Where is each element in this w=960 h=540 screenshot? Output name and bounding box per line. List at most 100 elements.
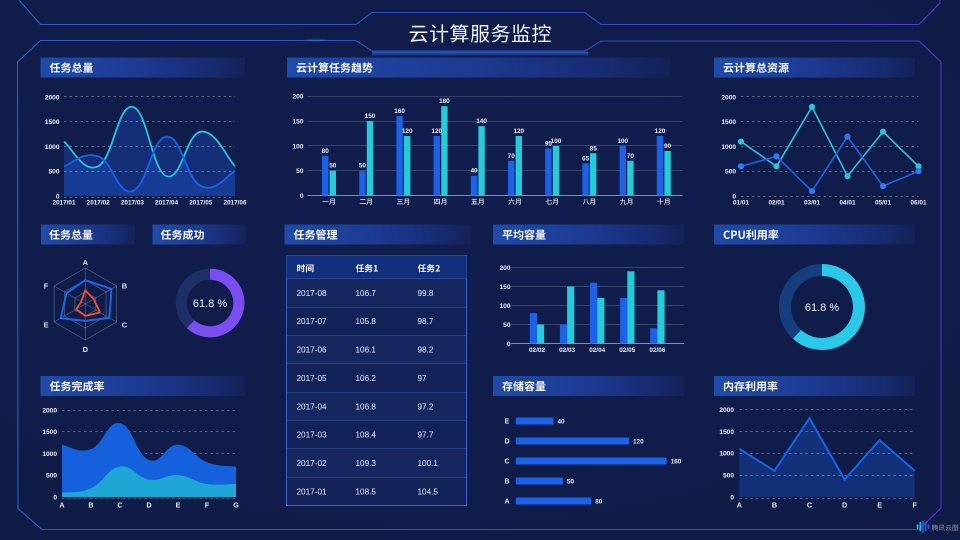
- svg-text:1500: 1500: [42, 429, 57, 436]
- svg-text:106.1: 106.1: [356, 346, 377, 355]
- svg-text:160: 160: [394, 108, 405, 115]
- svg-text:1500: 1500: [719, 429, 734, 436]
- svg-text:85: 85: [590, 145, 598, 152]
- svg-text:106.7: 106.7: [356, 289, 377, 298]
- svg-text:1500: 1500: [721, 119, 736, 126]
- svg-text:A: A: [59, 501, 64, 510]
- svg-text:F: F: [913, 501, 918, 510]
- svg-text:0: 0: [300, 193, 304, 200]
- svg-text:500: 500: [46, 473, 57, 480]
- svg-text:50: 50: [329, 163, 337, 170]
- svg-text:02/04: 02/04: [589, 347, 605, 354]
- svg-text:50: 50: [503, 322, 511, 329]
- svg-text:03/01: 03/01: [804, 199, 820, 206]
- svg-text:D: D: [504, 439, 509, 446]
- svg-text:500: 500: [723, 473, 734, 480]
- svg-text:A: A: [83, 258, 89, 267]
- svg-text:1500: 1500: [45, 119, 60, 126]
- svg-text:2017-08: 2017-08: [297, 289, 327, 298]
- svg-text:2017-01: 2017-01: [297, 487, 327, 496]
- svg-text:2017-04: 2017-04: [297, 402, 327, 411]
- svg-text:02/03: 02/03: [559, 347, 575, 354]
- svg-text:G: G: [233, 501, 239, 510]
- svg-text:100: 100: [551, 138, 562, 145]
- svg-text:108.4: 108.4: [356, 431, 377, 440]
- svg-text:F: F: [205, 501, 210, 510]
- svg-text:90: 90: [664, 143, 672, 150]
- svg-text:D: D: [146, 501, 151, 510]
- svg-text:0: 0: [507, 341, 511, 348]
- svg-text:2000: 2000: [721, 94, 736, 101]
- svg-text:61.8 %: 61.8 %: [805, 302, 839, 314]
- svg-text:105.8: 105.8: [356, 317, 377, 326]
- svg-text:97: 97: [418, 374, 428, 383]
- svg-text:70: 70: [627, 153, 635, 160]
- svg-text:2017/06: 2017/06: [223, 199, 247, 206]
- svg-text:98.2: 98.2: [418, 346, 434, 355]
- svg-text:2017-07: 2017-07: [297, 317, 327, 326]
- svg-text:106.2: 106.2: [356, 374, 377, 383]
- svg-text:04/01: 04/01: [840, 199, 856, 206]
- svg-text:70: 70: [508, 153, 516, 160]
- svg-text:2000: 2000: [42, 407, 57, 414]
- svg-text:A: A: [737, 501, 742, 510]
- svg-text:A: A: [504, 499, 509, 506]
- svg-text:2000: 2000: [719, 407, 734, 414]
- svg-text:200: 200: [499, 265, 510, 272]
- svg-text:1000: 1000: [45, 144, 60, 151]
- svg-text:E: E: [44, 321, 49, 330]
- svg-text:1000: 1000: [721, 144, 736, 151]
- svg-text:2017/05: 2017/05: [189, 199, 213, 206]
- svg-text:E: E: [877, 501, 882, 510]
- svg-text:100: 100: [617, 138, 628, 145]
- svg-text:D: D: [83, 345, 89, 354]
- svg-text:61.8 %: 61.8 %: [193, 298, 227, 310]
- svg-text:120: 120: [633, 438, 644, 445]
- svg-text:2000: 2000: [45, 94, 60, 101]
- svg-text:40: 40: [470, 168, 478, 175]
- svg-text:0: 0: [732, 193, 736, 200]
- svg-text:80: 80: [322, 148, 330, 155]
- svg-text:65: 65: [582, 155, 590, 162]
- svg-text:180: 180: [439, 98, 450, 105]
- svg-text:D: D: [842, 501, 847, 510]
- svg-text:500: 500: [725, 169, 736, 176]
- svg-text:06/01: 06/01: [911, 199, 927, 206]
- svg-text:C: C: [122, 321, 128, 330]
- svg-text:2017/03: 2017/03: [121, 199, 145, 206]
- svg-text:500: 500: [48, 169, 59, 176]
- svg-text:97.2: 97.2: [418, 402, 434, 411]
- svg-text:100: 100: [499, 303, 510, 310]
- svg-text:120: 120: [655, 128, 666, 135]
- svg-text:B: B: [504, 479, 509, 486]
- svg-text:0: 0: [56, 193, 60, 200]
- svg-text:50: 50: [296, 168, 304, 175]
- svg-text:2017-02: 2017-02: [297, 459, 327, 468]
- svg-text:80: 80: [595, 498, 603, 505]
- svg-text:150: 150: [365, 113, 376, 120]
- svg-text:97.7: 97.7: [418, 431, 434, 440]
- svg-text:106.8: 106.8: [356, 402, 377, 411]
- svg-text:160: 160: [671, 458, 682, 465]
- svg-text:B: B: [122, 282, 128, 291]
- svg-text:2017-03: 2017-03: [297, 431, 327, 440]
- svg-text:E: E: [176, 501, 181, 510]
- svg-text:99.8: 99.8: [418, 289, 434, 298]
- svg-text:C: C: [504, 459, 509, 466]
- svg-text:02/06: 02/06: [649, 347, 665, 354]
- svg-text:05/01: 05/01: [875, 199, 891, 206]
- svg-text:0: 0: [53, 494, 57, 501]
- svg-text:50: 50: [567, 478, 575, 485]
- svg-text:40: 40: [558, 418, 566, 425]
- svg-text:02/05: 02/05: [619, 347, 635, 354]
- svg-text:01/01: 01/01: [733, 199, 749, 206]
- svg-text:1000: 1000: [42, 451, 57, 458]
- svg-text:104.5: 104.5: [418, 487, 439, 496]
- svg-text:2017-05: 2017-05: [297, 374, 327, 383]
- svg-text:0: 0: [730, 494, 734, 501]
- svg-text:98.7: 98.7: [418, 317, 434, 326]
- svg-text:C: C: [807, 501, 812, 510]
- svg-text:140: 140: [476, 118, 487, 125]
- svg-text:2017/01: 2017/01: [52, 199, 76, 206]
- svg-text:120: 120: [402, 128, 413, 135]
